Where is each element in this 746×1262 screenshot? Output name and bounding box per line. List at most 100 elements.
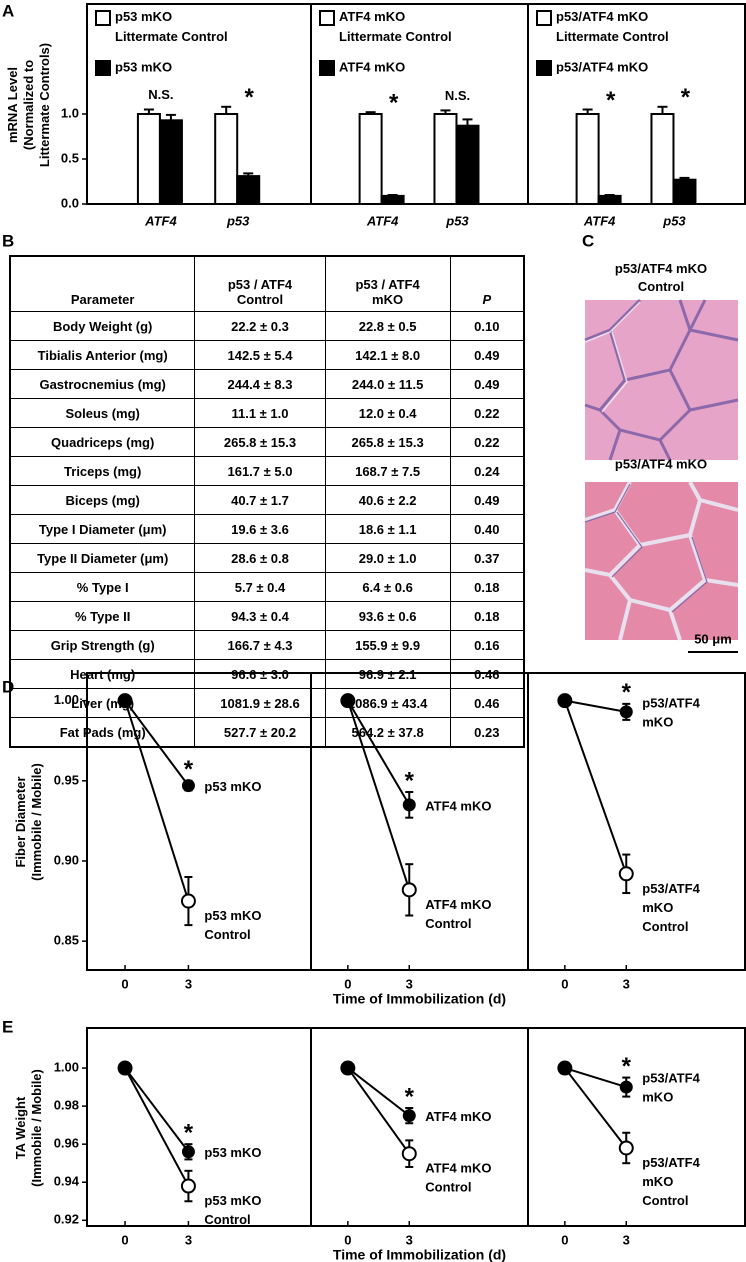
data-point [181,779,195,793]
annotation: * [622,679,632,706]
series-label: p53 mKO Control [204,908,261,942]
bar [136,113,161,205]
series-label: ATF4 mKO Control [425,897,491,931]
data-point [180,893,196,909]
table-cell: 40.7 ± 1.7 [194,485,326,515]
table-cell: 0.10 [449,311,525,341]
x-tick-label: ATF4 [144,213,177,228]
table-cell: 0.37 [449,543,525,573]
table-cell: Biceps (mg) [9,485,196,515]
bar [575,113,600,205]
annotation: * [184,1120,194,1147]
table-cell: 155.9 ± 9.9 [324,630,451,660]
data-point [618,866,634,882]
panel-label: E [2,1017,13,1036]
table-cell: 22.2 ± 0.3 [194,311,326,341]
table-cell: Soleus (mg) [9,398,196,428]
table-row: % Type I 5.7 ± 0.4 6.4 ± 0.6 0.18 [9,572,525,602]
x-tick-label: 3 [185,1232,192,1247]
annotation: * [405,1083,415,1110]
data-point [401,1146,417,1162]
table-cell: 29.0 ± 1.0 [324,543,451,573]
table-row: Grip Strength (g) 166.7 ± 4.3 155.9 ± 9.9 0… [9,630,525,660]
table-row: % Type II 94.3 ± 0.4 93.6 ± 0.6 0.18 [9,601,525,631]
legend-label: p53/ATF4 mKO Littermate Control [556,9,669,44]
y-tick-label: 0.94 [54,1174,80,1189]
table-cell: 18.6 ± 1.1 [324,514,451,544]
legend-swatch [95,10,111,26]
table-cell: 0.49 [449,340,525,370]
table-row: Type II Diameter (μm) 28.6 ± 0.8 29.0 ± 1.… [9,543,525,573]
series-line [124,1067,190,1153]
bar [380,194,405,205]
data-point [619,705,633,719]
table-cell: 0.18 [449,572,525,602]
table-cell: 142.1 ± 8.0 [324,340,451,370]
table-cell: 168.7 ± 7.5 [324,456,451,486]
panel-label: B [2,231,14,250]
table-cell: Type I Diameter (μm) [9,514,196,544]
table-cell: 244.0 ± 11.5 [324,369,451,399]
table-cell: 22.8 ± 0.5 [324,311,451,341]
table-cell: % Type I [9,572,196,602]
table-cell: 5.7 ± 0.4 [194,572,326,602]
y-tick-label: 0.0 [61,195,79,210]
bar [672,178,697,205]
series-label: p53/ATF4 mKO [642,696,700,730]
table-cell: 0.49 [449,369,525,399]
table-row: Quadriceps (mg) 265.8 ± 15.3 265.8 ± 15.3 0… [9,427,525,457]
table-cell: 0.16 [449,630,525,660]
legend-swatch [319,60,335,76]
series-line [347,1067,411,1155]
header-row: Parameter p53 / ATF4 Control p53 / ATF4 mK… [9,255,525,312]
data-point [181,1145,195,1159]
legend-swatch [536,60,552,76]
y-tick-label: 0.85 [54,933,79,948]
column-header: p53 / ATF4 Control [194,255,326,312]
table-cell: 1081.9 ± 28.6 [194,688,326,718]
data-point [401,882,417,898]
bar [597,194,622,205]
table-cell: 142.5 ± 5.4 [194,340,326,370]
series-line [347,1067,410,1117]
data-table: Parameter p53 / ATF4 Control p53 / ATF4 mK… [9,255,525,748]
table-row: Heart (mg) 96.6 ± 3.0 96.9 ± 2.1 0.46 [9,659,525,689]
series-label: p53/ATF4 mKO Control [642,1155,700,1208]
annotation: N.S. [445,88,470,103]
annotation: * [184,756,194,783]
bar [433,113,458,205]
scale-bar-label: 50 μm [694,631,732,646]
legend-label: p53 mKO [115,59,172,74]
plot-frame [527,672,746,971]
y-tick-label: 0.98 [54,1098,79,1113]
y-axis-label: mRNA Level(Normalized toLittermate Contr… [5,43,52,167]
table-row: Gastrocnemius (mg) 244.4 ± 8.3 244.0 ± 11.… [9,369,525,399]
x-tick-label: p53 [445,213,469,228]
y-tick-label: 1.00 [54,1059,79,1074]
table-cell: Type II Diameter (μm) [9,543,196,573]
plot-frame [527,1027,746,1227]
table-cell: Body Weight (g) [9,311,196,341]
plot-frame [86,1027,312,1227]
bar [236,175,261,206]
panel-label: A [2,1,14,20]
table-cell: Heart (mg) [9,659,196,689]
table-cell: 244.4 ± 8.3 [194,369,326,399]
table-row: Triceps (mg) 161.7 ± 5.0 168.7 ± 7.5 0.24 [9,456,525,486]
data-point [558,1061,572,1075]
column-header: Parameter [9,255,196,312]
y-tick-label: 1.0 [61,105,79,120]
x-tick-label: 0 [561,1232,568,1247]
table-cell: 0.46 [449,688,525,718]
table-cell: 6.4 ± 0.6 [324,572,451,602]
y-axis-label: Fiber Diameter(Immobile / Mobile) [13,763,44,881]
y-tick-label: 0.90 [54,852,79,867]
series-label: p53/ATF4 mKO Control [642,881,700,934]
x-tick-label: 3 [406,1232,413,1247]
micrograph-title: p53/ATF4 mKO [615,456,707,471]
micrograph [584,481,739,641]
series-label: p53 mKO [204,1145,261,1160]
series-line [564,699,627,713]
table-row: Tibialis Anterior (mg) 142.5 ± 5.4 142.1 ±… [9,340,525,370]
